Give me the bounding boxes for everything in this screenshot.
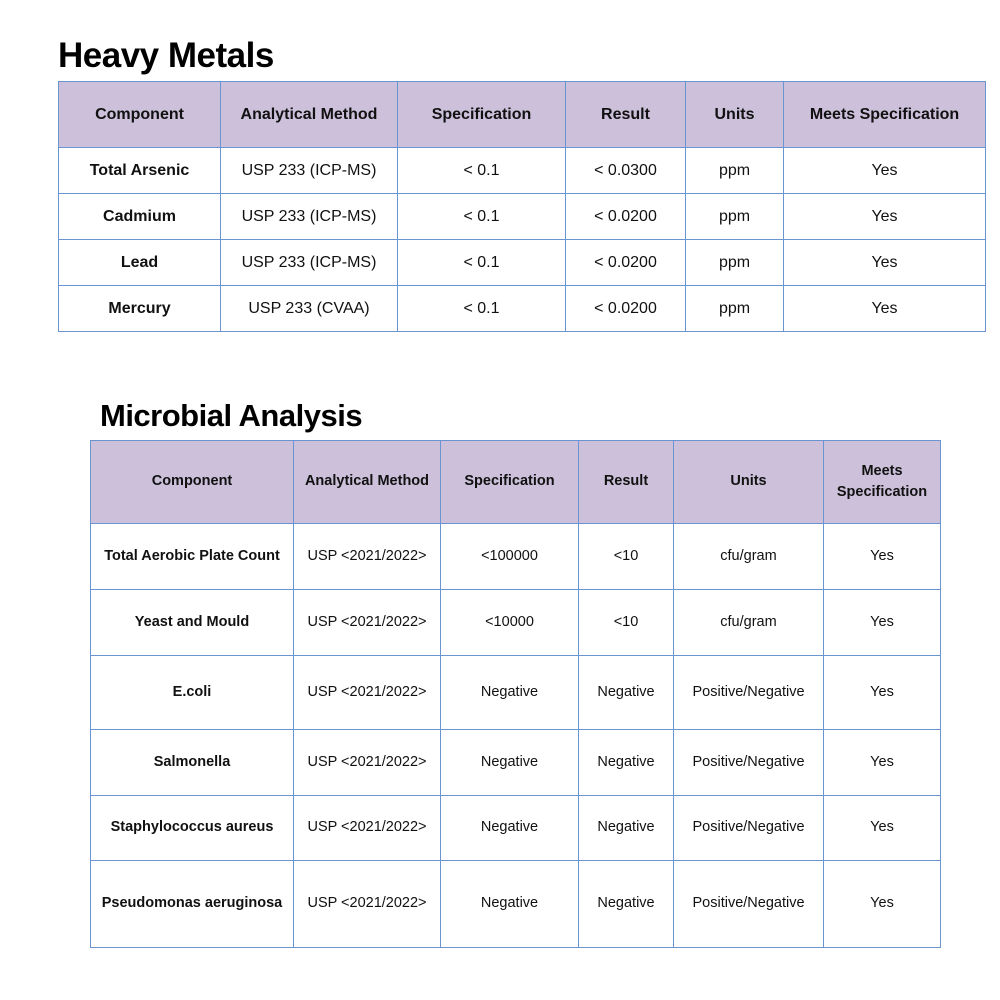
table-cell: Positive/Negative	[673, 729, 824, 796]
table-row: Yeast and Mould USP <2021/2022> <10000 <10 c…	[90, 589, 941, 656]
table-cell: <100000	[440, 523, 579, 590]
table-cell: Yes	[823, 860, 941, 948]
table-cell: Yes	[783, 285, 986, 332]
table-cell: Total Aerobic Plate Count	[90, 523, 294, 590]
table-cell: < 0.0200	[565, 239, 686, 286]
table-cell: Yes	[823, 795, 941, 861]
table-cell: USP 233 (ICP-MS)	[220, 239, 398, 286]
table-cell: < 0.1	[397, 285, 566, 332]
table-cell: < 0.1	[397, 147, 566, 194]
table-cell: < 0.0300	[565, 147, 686, 194]
table-cell: Yes	[823, 655, 941, 730]
table-cell: Salmonella	[90, 729, 294, 796]
column-header: Analytical Method	[220, 81, 398, 148]
header-row: Component Analytical Method Specification R…	[90, 440, 941, 524]
table-cell: USP <2021/2022>	[293, 589, 441, 656]
table-cell: <10	[578, 523, 674, 590]
table-cell: Yes	[783, 193, 986, 240]
table-cell: Positive/Negative	[673, 655, 824, 730]
table-cell: Pseudomonas aeruginosa	[90, 860, 294, 948]
table-cell: Yes	[823, 523, 941, 590]
table-row: Lead USP 233 (ICP-MS) < 0.1 < 0.0200 ppm Yes	[58, 239, 986, 286]
table-cell: <10000	[440, 589, 579, 656]
table-cell: < 0.1	[397, 239, 566, 286]
table-cell: USP 233 (ICP-MS)	[220, 193, 398, 240]
heavy-metals-title: Heavy Metals	[58, 36, 274, 75]
table-cell: Staphylococcus aureus	[90, 795, 294, 861]
table-cell: Positive/Negative	[673, 860, 824, 948]
table-cell: Negative	[578, 655, 674, 730]
table-cell: ppm	[685, 239, 784, 286]
microbial-analysis-title: Microbial Analysis	[100, 398, 363, 433]
column-header: Result	[565, 81, 686, 148]
table-cell: Yes	[783, 147, 986, 194]
column-header: Specification	[397, 81, 566, 148]
table-row: Salmonella USP <2021/2022> Negative Negativ…	[90, 729, 941, 796]
table-cell: Negative	[578, 729, 674, 796]
column-header: Result	[578, 440, 674, 524]
table-row: Staphylococcus aureus USP <2021/2022> Nega…	[90, 795, 941, 861]
header-row: Component Analytical Method Specification R…	[58, 81, 986, 148]
table-row: Pseudomonas aeruginosa USP <2021/2022> Neg…	[90, 860, 941, 948]
table-row: Cadmium USP 233 (ICP-MS) < 0.1 < 0.0200 ppm Y…	[58, 193, 986, 240]
table-cell: Yes	[783, 239, 986, 286]
table-cell: USP 233 (ICP-MS)	[220, 147, 398, 194]
microbial-analysis-table: Component Analytical Method Specification R…	[90, 440, 941, 948]
table-cell: USP <2021/2022>	[293, 795, 441, 861]
table-cell: USP <2021/2022>	[293, 729, 441, 796]
table-cell: <10	[578, 589, 674, 656]
table-cell: Negative	[440, 655, 579, 730]
table-cell: USP 233 (CVAA)	[220, 285, 398, 332]
table-cell: Yeast and Mould	[90, 589, 294, 656]
table-cell: Negative	[440, 729, 579, 796]
table-row: E.coli USP <2021/2022> Negative Negative Pos…	[90, 655, 941, 730]
table-cell: ppm	[685, 285, 784, 332]
table-cell: Negative	[578, 795, 674, 861]
table-cell: < 0.0200	[565, 285, 686, 332]
table-cell: < 0.0200	[565, 193, 686, 240]
table-cell: Negative	[578, 860, 674, 948]
table-cell: Total Arsenic	[58, 147, 221, 194]
table-cell: USP <2021/2022>	[293, 655, 441, 730]
table-cell: Negative	[440, 860, 579, 948]
table-cell: Yes	[823, 729, 941, 796]
column-header: Units	[673, 440, 824, 524]
column-header: Units	[685, 81, 784, 148]
table-row: Total Aerobic Plate Count USP <2021/2022>…	[90, 523, 941, 590]
table-row: Total Arsenic USP 233 (ICP-MS) < 0.1 < 0.03…	[58, 147, 986, 194]
column-header: Meets Specification	[783, 81, 986, 148]
column-header: Meets Specification	[823, 440, 941, 524]
column-header: Analytical Method	[293, 440, 441, 524]
table-cell: cfu/gram	[673, 589, 824, 656]
table-cell: < 0.1	[397, 193, 566, 240]
table-cell: ppm	[685, 147, 784, 194]
table-cell: USP <2021/2022>	[293, 523, 441, 590]
table-cell: cfu/gram	[673, 523, 824, 590]
column-header: Component	[90, 440, 294, 524]
table-cell: Cadmium	[58, 193, 221, 240]
table-cell: E.coli	[90, 655, 294, 730]
heavy-metals-table: Component Analytical Method Specification R…	[58, 81, 986, 332]
table-cell: ppm	[685, 193, 784, 240]
table-row: Mercury USP 233 (CVAA) < 0.1 < 0.0200 ppm Yes	[58, 285, 986, 332]
table-cell: Negative	[440, 795, 579, 861]
table-cell: Lead	[58, 239, 221, 286]
table-cell: USP <2021/2022>	[293, 860, 441, 948]
table-cell: Mercury	[58, 285, 221, 332]
table-cell: Yes	[823, 589, 941, 656]
column-header: Specification	[440, 440, 579, 524]
column-header: Component	[58, 81, 221, 148]
table-cell: Positive/Negative	[673, 795, 824, 861]
